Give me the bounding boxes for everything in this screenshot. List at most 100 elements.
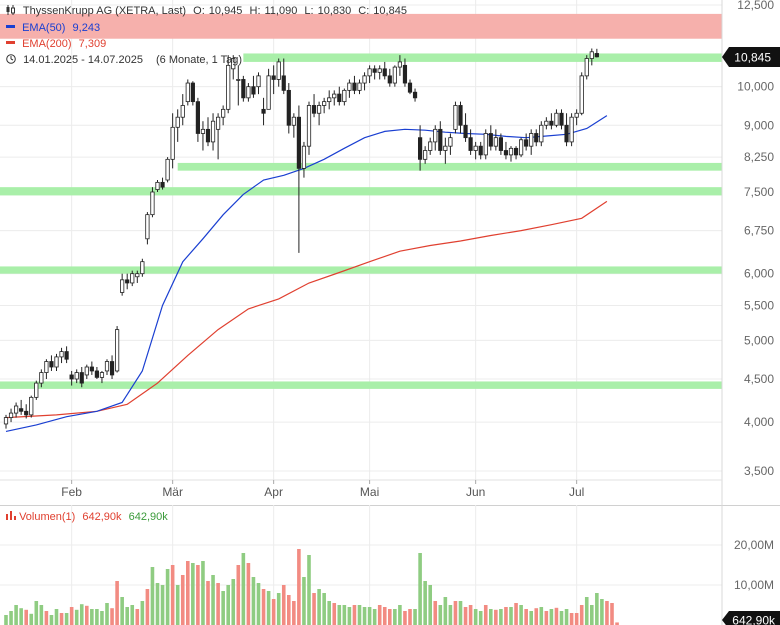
candle-body xyxy=(402,64,408,84)
volume-bar xyxy=(352,605,357,625)
candle-body xyxy=(210,120,216,143)
candle xyxy=(281,58,286,95)
candle xyxy=(8,408,14,423)
candle xyxy=(226,55,231,114)
candle-body xyxy=(574,112,579,118)
volume-bar xyxy=(115,581,119,625)
volume-bar xyxy=(24,609,28,625)
candle xyxy=(246,83,251,102)
candle-body xyxy=(311,105,317,114)
candle xyxy=(155,179,160,193)
candle-body xyxy=(438,128,443,151)
volume-bar xyxy=(4,615,8,625)
candle xyxy=(382,61,387,80)
candle xyxy=(104,359,110,375)
volume-bar xyxy=(160,585,165,625)
candle xyxy=(59,347,64,364)
volume-bar xyxy=(549,609,554,625)
candle xyxy=(443,137,448,164)
volume-bar xyxy=(433,601,438,625)
candle-body xyxy=(94,370,99,378)
candle-body xyxy=(165,158,170,181)
open-label: O: xyxy=(193,5,205,17)
volume-bar xyxy=(574,613,579,625)
candle-body xyxy=(79,372,84,384)
candle xyxy=(327,90,332,110)
candle-body xyxy=(195,101,200,134)
candle xyxy=(24,404,29,419)
volume-bar xyxy=(297,549,301,625)
volume-bar xyxy=(276,593,281,625)
volume-bar xyxy=(54,609,59,625)
candle xyxy=(195,97,200,142)
candle-body xyxy=(463,124,468,139)
volume-bar xyxy=(473,609,478,625)
x-tick-label: Jun xyxy=(466,485,485,499)
volume-bar xyxy=(529,611,533,625)
y-tick-label: 5,500 xyxy=(744,299,774,313)
candle xyxy=(392,65,397,87)
candle xyxy=(498,133,504,155)
y-tick-label: 12,500 xyxy=(737,0,774,12)
volume-bar xyxy=(554,607,559,625)
candle-body xyxy=(493,137,498,147)
volume-bar xyxy=(377,605,382,625)
candle-body xyxy=(34,382,39,398)
volume-bar xyxy=(468,605,473,625)
volume-bar xyxy=(155,583,160,625)
candle-body xyxy=(44,361,49,373)
volume-bar xyxy=(251,577,256,625)
chart-title-row: ThyssenKrupp AG (XETRA, Last) O: 10,945 H… xyxy=(6,5,411,17)
candle xyxy=(352,75,357,95)
y-tick-label: 8,250 xyxy=(744,150,774,164)
candle-body xyxy=(594,53,599,58)
candle-body xyxy=(407,82,413,93)
candle xyxy=(221,105,226,126)
ema200-line xyxy=(5,200,608,419)
candle xyxy=(170,113,175,169)
candle-body xyxy=(54,356,59,368)
volume-bar xyxy=(342,605,347,625)
candle xyxy=(589,48,594,66)
candle-body xyxy=(261,108,266,114)
resistance-zone xyxy=(0,13,722,39)
volume-bar xyxy=(499,609,503,625)
volume-bar xyxy=(236,565,241,625)
candle-body xyxy=(554,112,559,126)
candle xyxy=(291,113,296,138)
candle xyxy=(529,129,534,155)
candle xyxy=(519,137,524,158)
volume-bar xyxy=(64,613,69,625)
candle-body xyxy=(367,68,372,77)
candle-body xyxy=(534,133,539,143)
volume-bar xyxy=(135,609,140,625)
volume-bar xyxy=(483,605,488,625)
candle-body xyxy=(236,79,241,81)
ema200-legend[interactable]: EMA(200) 7,309 xyxy=(6,38,110,50)
volume-bar xyxy=(408,609,412,625)
candle-body xyxy=(569,116,574,143)
ema50-line xyxy=(5,115,608,432)
volume-bar xyxy=(438,605,443,625)
candle-body xyxy=(19,408,24,412)
candle xyxy=(160,177,165,190)
candle-body xyxy=(357,82,362,91)
volume-bar xyxy=(211,575,215,625)
candle xyxy=(276,58,281,87)
candle-body xyxy=(458,105,463,126)
candle-body xyxy=(8,412,14,418)
volume-bar xyxy=(413,609,417,625)
volume-bar xyxy=(180,575,185,625)
volume-bar xyxy=(100,611,104,625)
candle-body xyxy=(301,145,307,169)
ema50-legend[interactable]: EMA(50) 9,243 xyxy=(6,22,104,34)
volume-bar xyxy=(337,605,342,625)
volume-bar xyxy=(448,605,453,625)
volume-bar xyxy=(34,601,39,625)
candle xyxy=(453,101,458,134)
volume-bar xyxy=(534,608,539,625)
candle-body xyxy=(276,61,281,80)
candle-body xyxy=(99,372,105,378)
close-label: C: xyxy=(358,5,370,17)
